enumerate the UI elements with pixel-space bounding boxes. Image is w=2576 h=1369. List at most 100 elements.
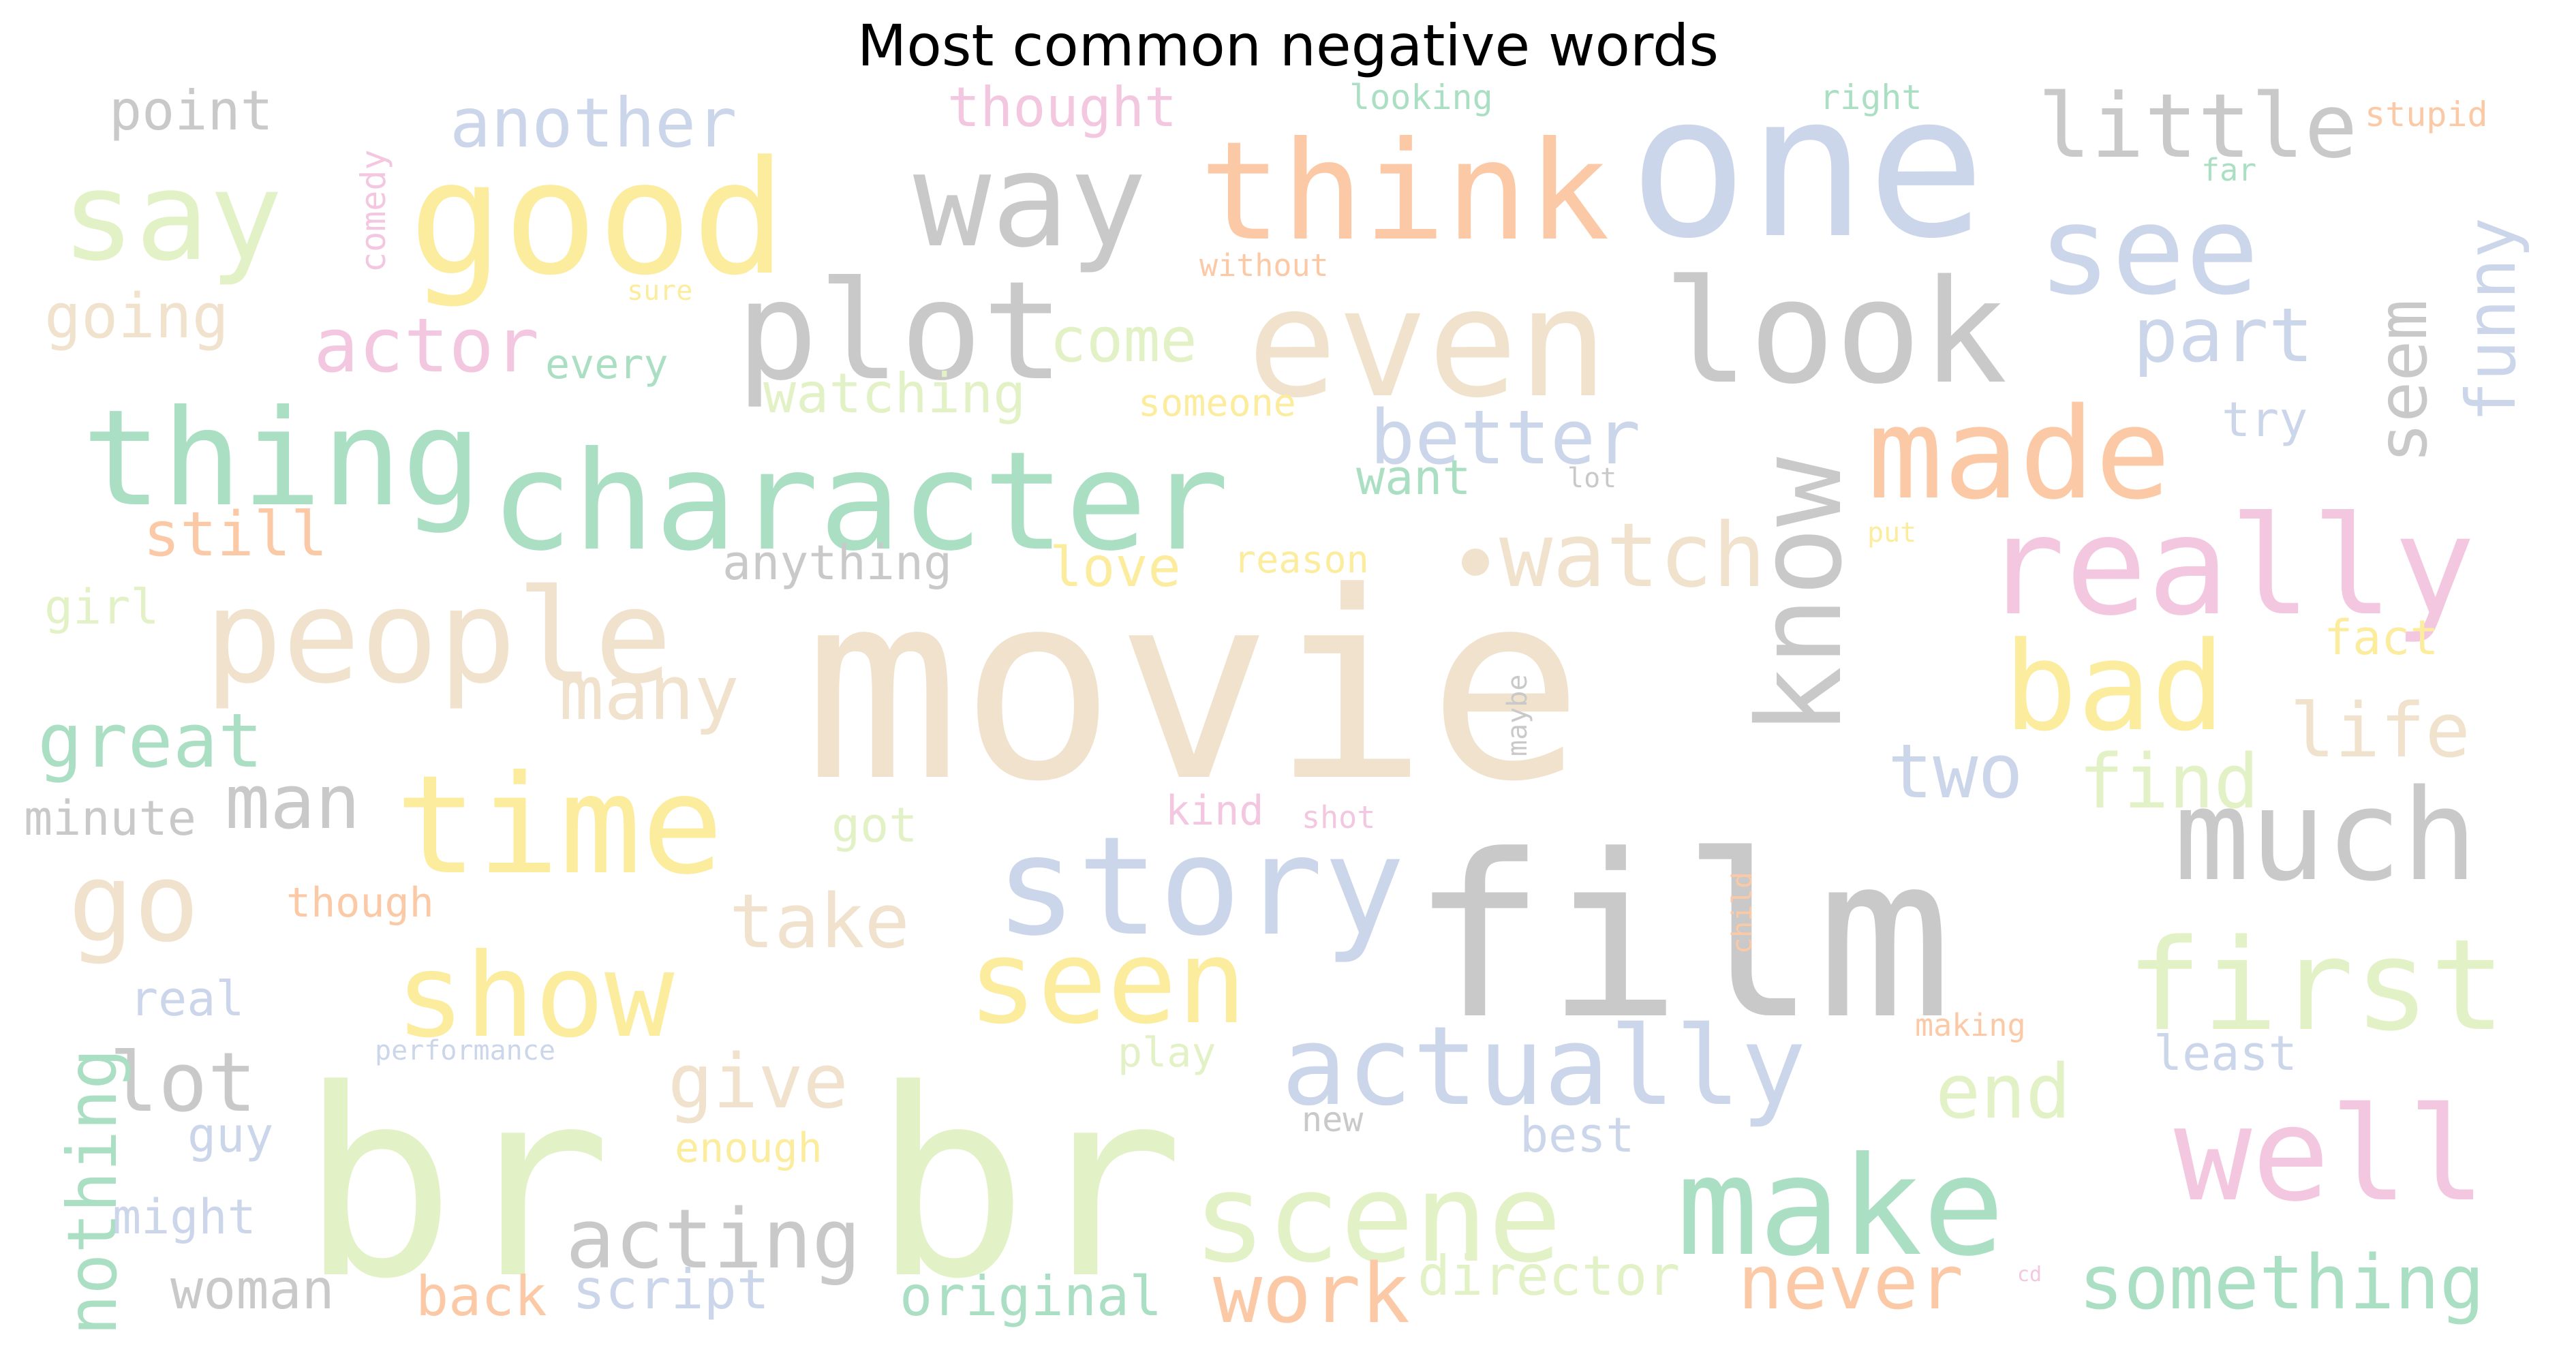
decorative-dot	[1462, 549, 1489, 576]
word-something: something	[2079, 1239, 2485, 1326]
word-one: one	[1629, 52, 1986, 282]
word-man: man	[225, 758, 361, 846]
word-enough: enough	[675, 1124, 823, 1172]
word-know: know	[1733, 457, 1868, 736]
word-guy: guy	[187, 1107, 273, 1163]
word-least: least	[2153, 1026, 2297, 1081]
word-best: best	[1520, 1107, 1635, 1163]
word-kind: kind	[1165, 787, 1264, 835]
word-scene: scene	[1193, 1148, 1562, 1290]
word-original: original	[900, 1265, 1162, 1328]
word-far: far	[2201, 152, 2256, 188]
word-cd: cd	[2017, 1263, 2042, 1287]
word-minute: minute	[24, 790, 196, 846]
word-another: another	[450, 83, 737, 163]
word-love: love	[1049, 536, 1181, 599]
word-shot: shot	[1302, 799, 1375, 835]
word-come: come	[1049, 305, 1197, 376]
word-put: put	[1867, 517, 1916, 549]
word-stupid: stupid	[2365, 95, 2488, 134]
word-actor: actor	[313, 302, 539, 389]
word-performance: performance	[375, 1035, 555, 1066]
word-little: little	[2038, 74, 2358, 178]
word-though: though	[286, 879, 434, 927]
word-maybe: maybe	[1502, 675, 1533, 756]
word-looking: looking	[1349, 78, 1493, 117]
word-work: work	[1213, 1247, 1410, 1342]
word-good: good	[409, 128, 786, 310]
word-still: still	[143, 499, 328, 570]
word-even: even	[1247, 256, 1608, 431]
word-bad: bad	[2004, 616, 2225, 758]
word-story: story	[995, 807, 1405, 966]
word-acting: acting	[566, 1193, 861, 1287]
word-show: show	[395, 929, 675, 1064]
word-lot: lot	[109, 1036, 257, 1130]
word-people: people	[204, 562, 672, 712]
word-life: life	[2290, 687, 2470, 774]
word-girl: girl	[44, 579, 159, 635]
word-better: better	[1370, 394, 1640, 481]
word-going: going	[44, 281, 229, 352]
word-reason: reason	[1233, 538, 1369, 581]
word-end: end	[1935, 1048, 2071, 1135]
word-making: making	[1915, 1007, 2026, 1043]
word-right: right	[1820, 78, 1922, 117]
word-well: well	[2174, 1079, 2486, 1230]
word-film: film	[1411, 807, 1952, 1068]
word-made: made	[1867, 380, 2171, 527]
word-first: first	[2126, 912, 2506, 1059]
word-seem: seem	[2363, 299, 2442, 463]
word-nothing: nothing	[52, 1049, 132, 1336]
word-might: might	[112, 1189, 256, 1245]
word-way: way	[913, 125, 1147, 276]
word-part: part	[2133, 292, 2314, 379]
word-every: every	[545, 341, 669, 388]
word-try: try	[2222, 392, 2307, 448]
page-title: Most common negative words	[857, 12, 1719, 79]
word-watching: watching	[763, 362, 1026, 425]
word-new: new	[1302, 1100, 1364, 1139]
word-much: much	[2174, 762, 2478, 909]
word-want: want	[1356, 450, 1471, 506]
word-give: give	[668, 1038, 848, 1125]
word-point: point	[109, 79, 273, 142]
word-time: time	[395, 746, 724, 905]
word-someone: someone	[1138, 381, 1296, 425]
word-woman: woman	[170, 1258, 335, 1321]
word-many: many	[559, 649, 739, 737]
word-look: look	[1663, 249, 2008, 416]
word-br: br	[300, 1034, 612, 1336]
word-two: two	[1888, 728, 2023, 815]
word-character: character	[491, 422, 1229, 581]
word-comedy: comedy	[354, 149, 393, 273]
word-seen: seen	[968, 915, 1246, 1050]
word-see: see	[2038, 180, 2259, 322]
word-fact: fact	[2324, 610, 2439, 666]
word-thing: thing	[82, 381, 482, 536]
word-find: find	[2079, 738, 2259, 825]
word-lot: lot	[1567, 463, 1616, 494]
word-movie: movie	[804, 536, 1584, 838]
word-child: child	[1727, 872, 1758, 954]
word-sure: sure	[627, 275, 692, 307]
word-watch: watch	[1499, 504, 1766, 607]
word-play: play	[1118, 1029, 1216, 1077]
word-br: br	[872, 1034, 1184, 1336]
word-without: without	[1199, 247, 1329, 283]
word-think: think	[1199, 112, 1610, 271]
word-make: make	[1676, 1128, 2005, 1287]
word-script: script	[572, 1258, 769, 1321]
word-thought: thought	[947, 76, 1177, 139]
word-take: take	[729, 878, 910, 965]
word-actually: actually	[1281, 1002, 1807, 1130]
word-great: great	[37, 697, 263, 784]
word-really: really	[1983, 487, 2475, 646]
word-got: got	[831, 797, 917, 853]
word-funny: funny	[2451, 217, 2531, 422]
word-go: go	[68, 839, 200, 966]
word-anything: anything	[722, 535, 952, 591]
word-plot: plot	[736, 252, 1064, 411]
word-say: say	[61, 146, 283, 288]
